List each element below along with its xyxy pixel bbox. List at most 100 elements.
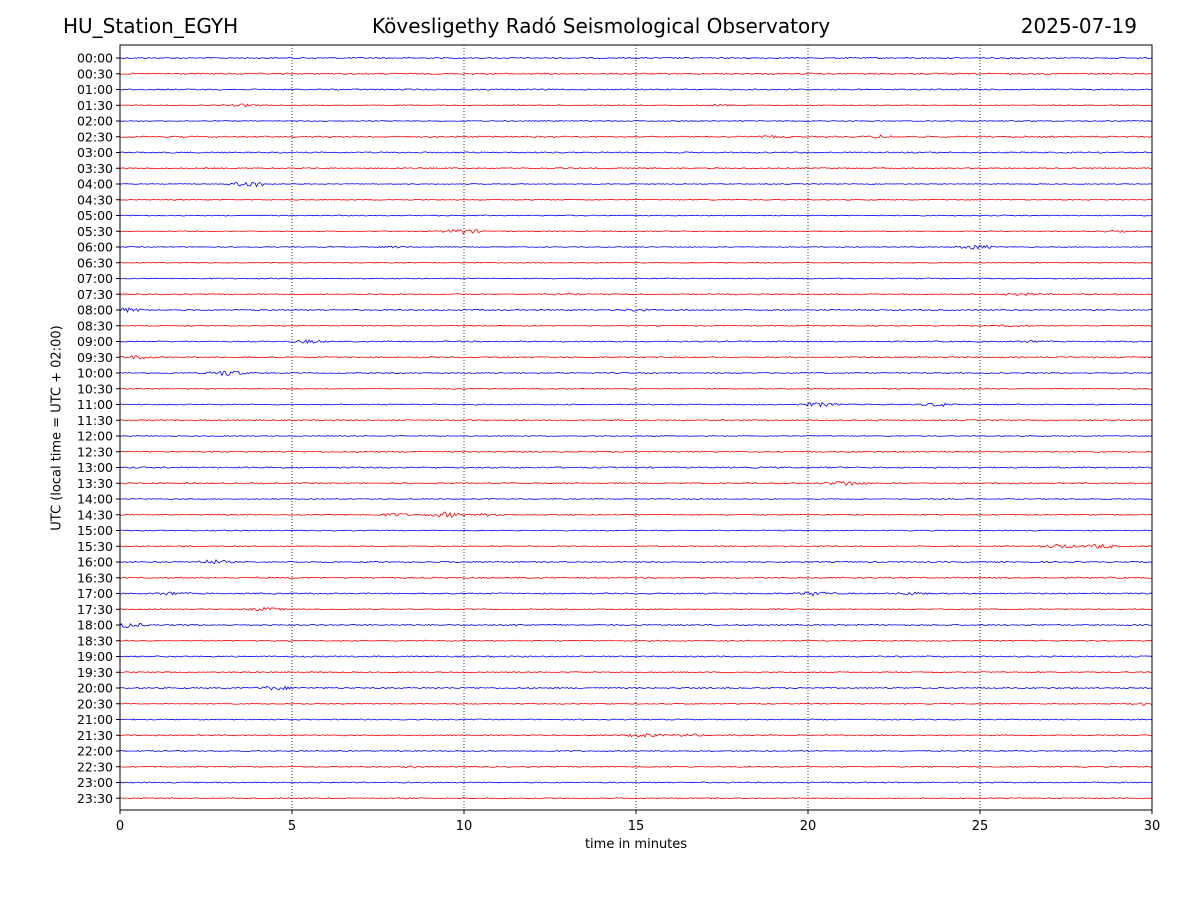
trace-0700	[119, 277, 1153, 280]
trace-0300	[119, 151, 1153, 154]
trace-1200	[119, 435, 1153, 437]
chart-date: 2025-07-19	[1020, 14, 1137, 38]
y-tick-label: 17:00	[77, 586, 113, 601]
trace-1500	[119, 529, 1153, 532]
trace-1930	[119, 671, 1153, 674]
y-tick-label: 16:00	[77, 555, 113, 570]
y-tick-label: 12:00	[77, 429, 113, 444]
y-tick-label: 20:30	[77, 696, 113, 711]
trace-2230	[119, 765, 1153, 769]
trace-1000	[119, 370, 1153, 377]
trace-1230	[119, 450, 1152, 453]
y-tick-label: 09:00	[77, 334, 113, 349]
trace-2130	[119, 733, 1153, 738]
trace-1300	[119, 466, 1153, 469]
trace-0430	[119, 198, 1153, 201]
trace-0600	[119, 244, 1153, 250]
y-tick-label: 08:00	[77, 303, 113, 318]
y-tick-label: 23:00	[77, 775, 113, 790]
y-tick-label: 07:00	[77, 271, 113, 286]
trace-0800	[119, 307, 1153, 314]
y-tick-label: 18:00	[77, 618, 113, 633]
trace-0900	[119, 339, 1153, 345]
station-name: HU_Station_EGYH	[63, 14, 239, 38]
y-tick-label: 07:30	[77, 287, 113, 302]
trace-2030	[119, 702, 1153, 706]
y-tick-label: 22:30	[77, 759, 113, 774]
trace-0830	[119, 324, 1153, 328]
y-tick-label: 15:00	[77, 523, 113, 538]
y-tick-label: 05:00	[77, 208, 113, 223]
y-tick-label: 10:30	[77, 381, 113, 396]
y-tick-label: 09:30	[77, 350, 113, 365]
trace-1830	[119, 639, 1153, 642]
x-axis-ticks: 0 5 10 15 20 25 30	[116, 810, 1160, 834]
trace-2330	[119, 797, 1153, 800]
y-tick-label: 02:00	[77, 114, 113, 129]
x-tick-label: 20	[800, 819, 817, 834]
trace-1330	[119, 480, 1153, 487]
y-tick-label: 00:30	[77, 66, 113, 81]
y-tick-label: 14:30	[77, 507, 113, 522]
trace-1800	[119, 622, 1153, 629]
y-tick-label: 01:00	[77, 82, 113, 97]
trace-2300	[119, 781, 1153, 784]
y-tick-label: 13:30	[77, 476, 113, 491]
y-tick-label: 00:00	[77, 51, 113, 66]
y-tick-label: 18:30	[77, 633, 113, 648]
y-tick-label: 21:00	[77, 712, 113, 727]
x-tick-label: 15	[628, 819, 645, 834]
y-tick-label: 16:30	[77, 570, 113, 585]
y-tick-label: 04:00	[77, 177, 113, 192]
y-axis-ticks: 00:0000:3001:0001:3002:0002:3003:0003:30…	[77, 51, 120, 806]
trace-0200	[119, 120, 1153, 122]
y-tick-label: 23:30	[77, 791, 113, 806]
x-tick-label: 5	[288, 819, 296, 834]
trace-0730	[119, 292, 1153, 297]
y-tick-label: 03:30	[77, 161, 113, 176]
y-tick-label: 01:30	[77, 98, 113, 113]
y-tick-label: 19:00	[77, 649, 113, 664]
trace-0500	[119, 214, 1153, 217]
trace-1130	[119, 419, 1153, 422]
trace-0530	[119, 229, 1153, 235]
chart-title: Kövesligethy Radó Seismological Observat…	[372, 14, 831, 38]
x-tick-label: 25	[972, 819, 989, 834]
trace-0000	[119, 56, 1153, 60]
trace-0930	[119, 355, 1153, 360]
y-tick-label: 08:30	[77, 318, 113, 333]
y-tick-label: 11:00	[77, 397, 113, 412]
trace-1730	[119, 606, 1153, 612]
y-tick-label: 06:30	[77, 255, 113, 270]
y-tick-label: 15:30	[77, 539, 113, 554]
y-tick-label: 11:30	[77, 413, 113, 428]
trace-1630	[119, 576, 1153, 579]
plot-frame	[119, 44, 1153, 811]
y-axis-label: UTC (local time = UTC + 02:00)	[49, 325, 65, 531]
y-tick-label: 02:30	[77, 129, 113, 144]
trace-1400	[119, 498, 1153, 500]
y-tick-label: 20:00	[77, 681, 113, 696]
trace-0230	[119, 134, 1153, 139]
trace-1600	[119, 559, 1153, 565]
trace-1430	[119, 511, 1153, 518]
trace-1700	[119, 591, 1153, 597]
trace-2100	[119, 718, 1153, 721]
trace-2200	[119, 750, 1153, 752]
trace-2000	[119, 685, 1153, 691]
grid-lines	[291, 45, 981, 810]
y-tick-label: 19:30	[77, 665, 113, 680]
y-tick-label: 05:30	[77, 224, 113, 239]
y-tick-label: 12:30	[77, 444, 113, 459]
trace-1100	[119, 401, 1153, 408]
trace-1900	[119, 655, 1153, 658]
y-tick-label: 22:00	[77, 744, 113, 759]
y-tick-label: 03:00	[77, 145, 113, 160]
x-axis-label: time in minutes	[584, 837, 688, 852]
trace-0400	[119, 181, 1153, 188]
y-tick-label: 13:00	[77, 460, 113, 475]
trace-0330	[119, 167, 1153, 170]
trace-1030	[119, 387, 1152, 390]
y-tick-label: 17:30	[77, 602, 113, 617]
